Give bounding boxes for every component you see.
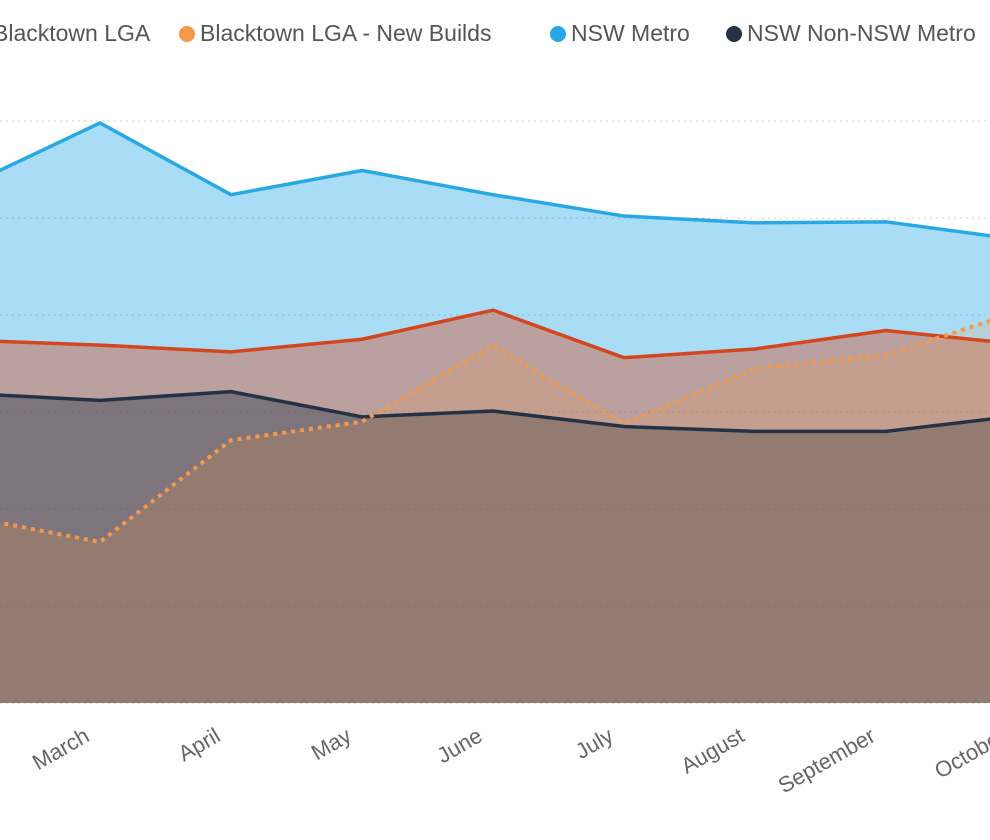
line bbox=[0, 389, 990, 434]
line bbox=[0, 308, 990, 360]
legend-item: Blacktown LGA bbox=[0, 20, 151, 46]
area bbox=[0, 310, 990, 703]
area bbox=[0, 320, 990, 703]
x-tick-label: August bbox=[677, 723, 749, 779]
x-tick-label: October bbox=[930, 723, 990, 784]
x-tick-label: September bbox=[774, 723, 880, 798]
legend-label: NSW Metro bbox=[571, 20, 690, 46]
x-tick-label: June bbox=[433, 723, 487, 769]
legend-item: NSW Metro bbox=[550, 20, 690, 46]
x-tick-label: May bbox=[307, 723, 355, 765]
area bbox=[0, 391, 990, 703]
line bbox=[0, 318, 990, 544]
x-tick-label: March bbox=[28, 723, 93, 775]
line bbox=[0, 121, 990, 238]
legend-marker bbox=[550, 26, 566, 42]
legend-item: NSW Non-NSW Metro bbox=[726, 20, 976, 46]
legend-marker bbox=[726, 26, 742, 42]
legend-label: NSW Non-NSW Metro bbox=[747, 20, 976, 46]
legend-label: Blacktown LGA bbox=[0, 20, 151, 46]
legend-marker bbox=[179, 26, 195, 42]
legend-item: Blacktown LGA - New Builds bbox=[179, 20, 491, 46]
x-tick-label: April bbox=[174, 723, 225, 767]
x-tick-label: July bbox=[571, 723, 617, 764]
legend-label: Blacktown LGA - New Builds bbox=[200, 20, 491, 46]
